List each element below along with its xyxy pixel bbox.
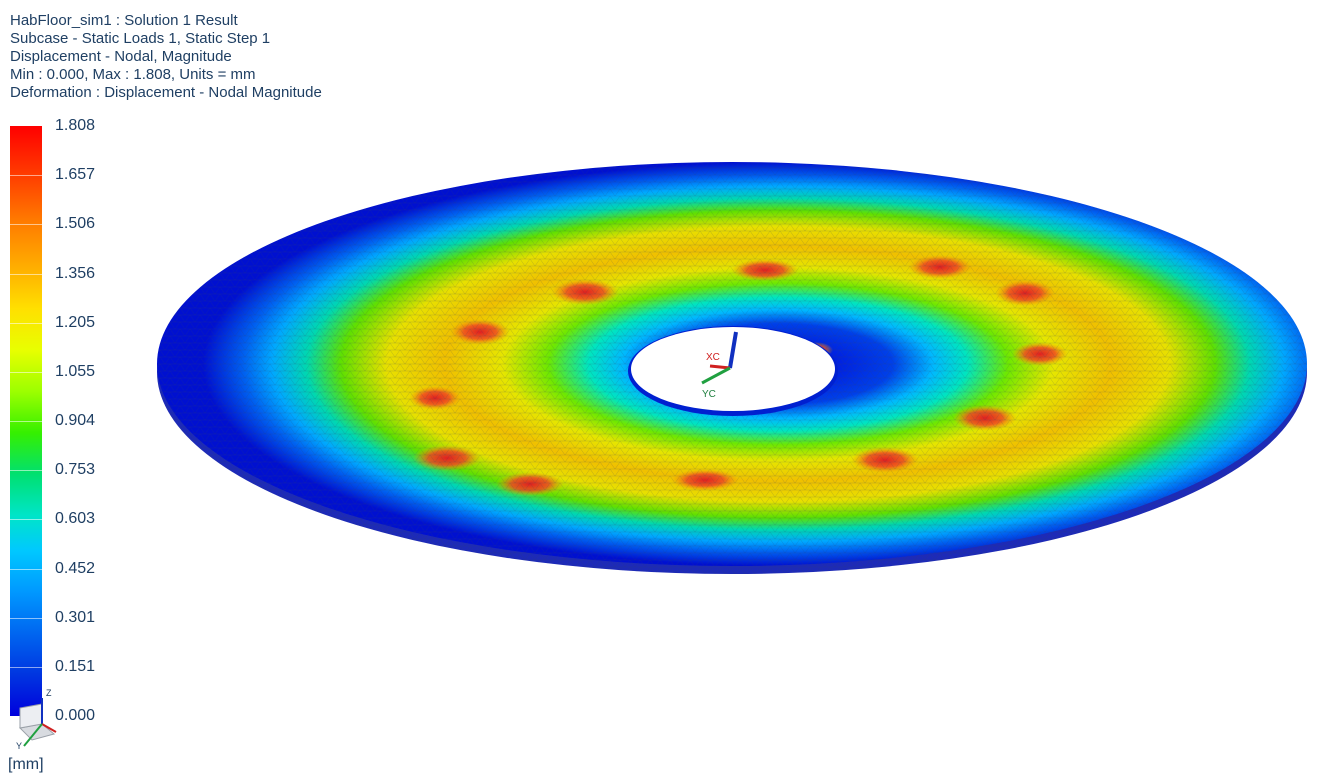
result-type-line: Displacement - Nodal, Magnitude (10, 48, 232, 65)
legend-tick (10, 470, 42, 471)
legend-tick (10, 224, 42, 225)
triad-y-label: YC (702, 389, 716, 400)
legend-value: 1.657 (55, 166, 96, 184)
legend-units: [mm] (8, 756, 44, 773)
legend-value: 1.808 (55, 117, 96, 134)
coordinate-triad: XC YC (701, 331, 738, 400)
legend-tick (10, 274, 42, 275)
result-header: HabFloor_sim1 : Solution 1 Result Subcas… (10, 12, 322, 102)
inner-hole (631, 327, 835, 411)
legend-tick (10, 667, 42, 668)
legend-value: 1.506 (55, 215, 96, 233)
min-max-line: Min : 0.000, Max : 1.808, Units = mm (10, 66, 256, 83)
legend-value: 0.000 (55, 707, 96, 724)
legend-value: 1.205 (55, 313, 96, 331)
small-triad-z-label: Z (46, 688, 52, 698)
result-title: HabFloor_sim1 : Solution 1 Result (10, 12, 238, 29)
legend-value: 0.452 (55, 559, 96, 577)
legend-value: 0.904 (55, 412, 96, 429)
legend-value: 1.356 (55, 264, 96, 282)
legend-value: 0.603 (55, 510, 96, 528)
small-triad-y-label: Y (16, 741, 22, 750)
view-triad[interactable]: Z Y (14, 688, 64, 750)
legend-value: 1.055 (55, 362, 96, 380)
legend-value: 0.753 (55, 461, 96, 479)
legend-tick (10, 323, 42, 324)
legend-value: 0.151 (55, 657, 96, 675)
legend-tick (10, 569, 42, 570)
legend-tick (10, 421, 42, 422)
legend-tick (10, 519, 42, 520)
deformation-line: Deformation : Displacement - Nodal Magni… (10, 84, 322, 101)
legend-value: 0.301 (55, 608, 96, 626)
legend-tick (10, 372, 42, 373)
subcase-line: Subcase - Static Loads 1, Static Step 1 (10, 30, 271, 47)
legend-tick (10, 175, 42, 176)
triad-x-label: XC (706, 352, 720, 363)
legend-tick (10, 618, 42, 619)
